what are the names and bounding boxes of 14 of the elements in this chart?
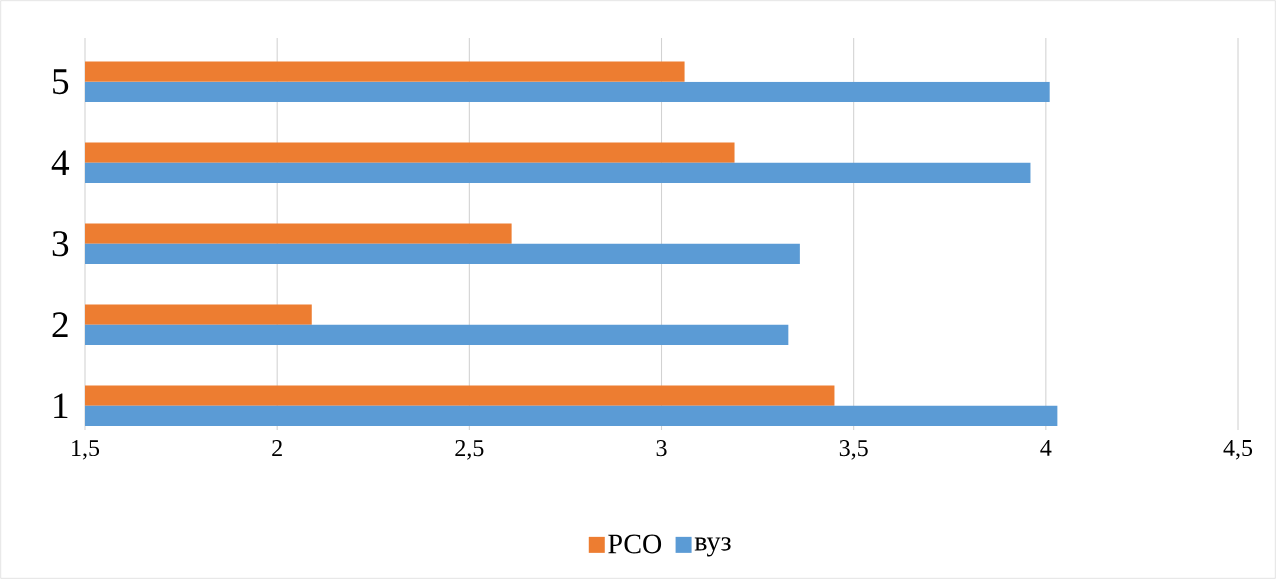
x-tick-label: 1,5 [72,440,100,460]
x-tick-label: 4,5 [1223,440,1253,460]
x-tick-label: 3,5 [839,440,868,460]
x-tick-label: 3 [656,440,667,457]
y-tick-label: 4 [51,150,70,176]
legend-label: РСО [608,534,662,554]
y-tick-label: 1 [54,393,68,419]
x-tick-label: 2,5 [455,440,484,460]
x-tick-label: 2 [272,440,282,456]
y-tick-label: 3 [52,231,69,257]
y-tick-label: 2 [52,312,68,338]
legend-label: вуз [694,537,731,557]
x-tick-label: 4 [1040,440,1052,456]
y-tick-label: 5 [53,69,69,95]
